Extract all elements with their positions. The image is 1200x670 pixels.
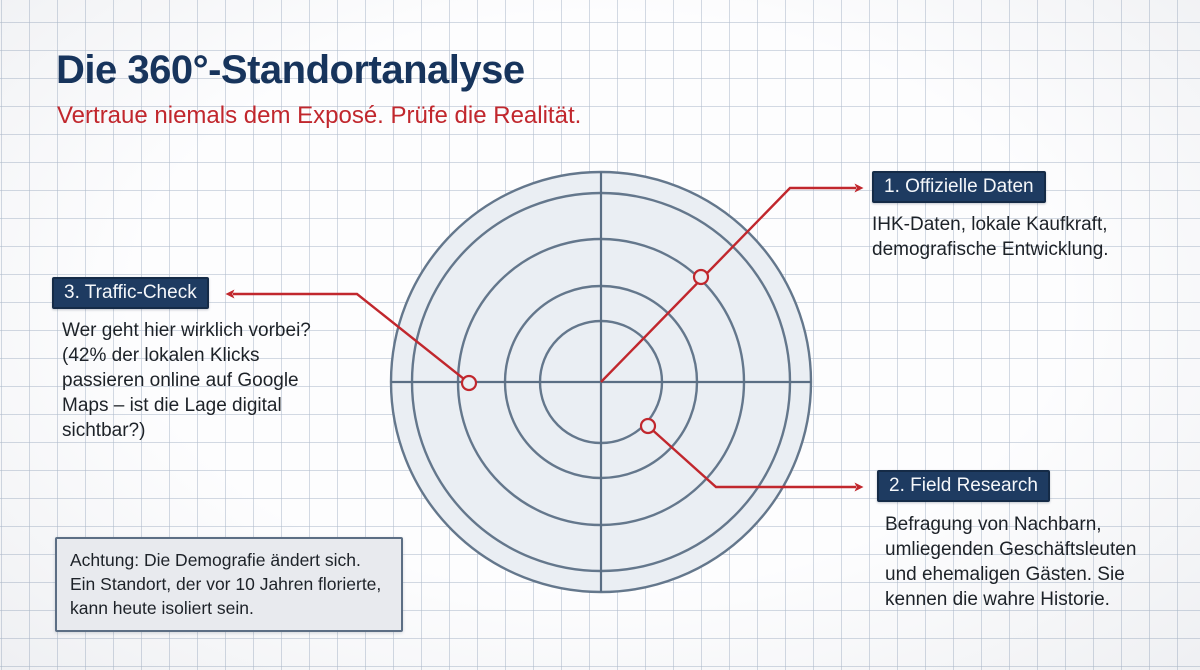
- marker-dot-1: [692, 268, 710, 286]
- callout-offizielle-daten: 1. Offizielle Daten IHK-Daten, lokale Ka…: [872, 171, 1132, 262]
- callout-2-badge: 2. Field Research: [877, 470, 1050, 502]
- marker-dot-3: [460, 374, 478, 392]
- callout-2-body: Befragung von Nachbarn, umliegenden Gesc…: [885, 514, 1137, 610]
- callout-traffic-check: 3. Traffic-Check Wer geht hier wirklich …: [52, 277, 342, 443]
- callout-1-badge: 1. Offizielle Daten: [872, 171, 1046, 203]
- page-title: Die 360°-Standortanalyse: [56, 48, 525, 92]
- callout-3-body: Wer geht hier wirklich vorbei? (42% der …: [62, 320, 311, 441]
- connector-2-field-research: [647, 425, 864, 492]
- marker-dot-2: [639, 417, 657, 435]
- callout-field-research: 2. Field Research Befragung von Nachbarn…: [877, 470, 1165, 612]
- warning-note: Achtung: Die Demografie ändert sich. Ein…: [55, 537, 403, 632]
- connector-3-traffic-check: [225, 289, 470, 384]
- callout-1-body: IHK-Daten, lokale Kaufkraft, demografisc…: [872, 214, 1109, 260]
- callout-3-badge: 3. Traffic-Check: [52, 277, 209, 309]
- page-subtitle: Vertraue niemals dem Exposé. Prüfe die R…: [57, 102, 582, 129]
- connector-1-offizielle-daten: [600, 183, 864, 383]
